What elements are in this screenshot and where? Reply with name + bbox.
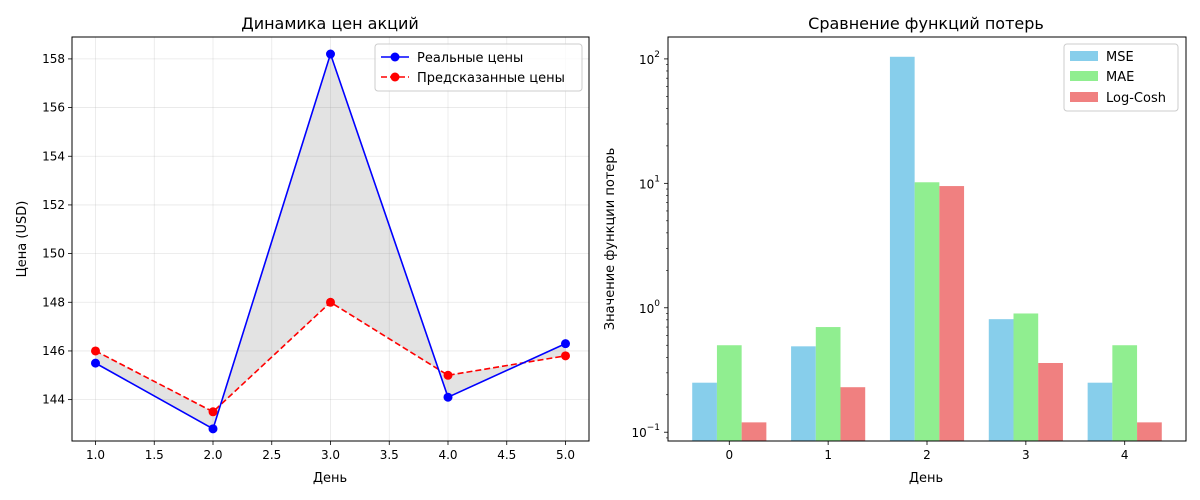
legend-marker-predicted bbox=[390, 72, 400, 82]
chart1-fill-between bbox=[95, 54, 566, 429]
chart2-x-tick-label: 1 bbox=[824, 448, 832, 462]
legend-label-logcosh: Log-Cosh bbox=[1106, 91, 1166, 106]
chart1-y-tick-label: 148 bbox=[42, 295, 65, 309]
chart2-x-tick-label: 0 bbox=[725, 448, 733, 462]
legend-swatch-mse bbox=[1070, 51, 1098, 61]
chart2-bars-group bbox=[692, 56, 1162, 442]
chart1-grid bbox=[72, 37, 589, 441]
chart2-y-tick-exponent: 0 bbox=[654, 299, 660, 309]
chart1-x-tick-label: 4.5 bbox=[497, 448, 516, 462]
chart1-y-tick-label: 152 bbox=[42, 198, 65, 212]
chart1-y-tick-label: 150 bbox=[42, 247, 65, 261]
bar-mae bbox=[1013, 313, 1039, 441]
chart1-point-predicted bbox=[443, 370, 453, 380]
bar-mse bbox=[692, 382, 717, 441]
chart1-x-tick-label: 5.0 bbox=[556, 448, 575, 462]
chart1-x-axis-label: День bbox=[313, 471, 347, 486]
chart1-series-group bbox=[91, 49, 570, 434]
chart2-y-tick-label: 10−1 bbox=[631, 423, 660, 440]
chart2-y-tick-label: 101 bbox=[639, 174, 660, 191]
chart1-y-tick-label: 144 bbox=[42, 393, 65, 407]
bar-logcosh bbox=[840, 387, 866, 441]
price-line-chart: Динамика цен акций 1.0 1.5 2.0 2.5 3.0 3.5 4.0… bbox=[15, 14, 590, 486]
chart1-point-real bbox=[91, 358, 100, 368]
chart2-x-ticks: 0 1 2 3 4 bbox=[725, 441, 1129, 462]
chart2-x-tick-label: 3 bbox=[1022, 448, 1030, 462]
chart1-y-axis-label: Цена (USD) bbox=[15, 201, 30, 278]
bar-mse bbox=[889, 56, 915, 441]
bar-logcosh bbox=[741, 422, 767, 441]
chart1-point-predicted bbox=[208, 407, 218, 417]
chart1-x-tick-label: 3.0 bbox=[321, 448, 340, 462]
chart1-x-tick-label: 2.5 bbox=[262, 448, 281, 462]
legend-label-real: Реальные цены bbox=[417, 51, 523, 66]
chart2-y-tick-exponent: 1 bbox=[654, 174, 660, 184]
legend-label-predicted: Предсказанные цены bbox=[417, 71, 565, 86]
chart1-title: Динамика цен акций bbox=[241, 14, 419, 33]
bar-mse bbox=[1087, 382, 1113, 441]
chart2-y-tick-base: 10 bbox=[639, 302, 654, 316]
chart2-y-tick-label: 102 bbox=[639, 50, 660, 67]
chart1-point-real bbox=[443, 392, 453, 402]
chart1-y-tick-label: 156 bbox=[42, 101, 65, 115]
chart1-y-ticks: 144 146 148 150 152 154 156 158 bbox=[42, 52, 72, 407]
chart1-y-tick-label: 158 bbox=[42, 52, 65, 66]
chart1-legend-box bbox=[374, 43, 583, 92]
bar-logcosh bbox=[939, 186, 965, 441]
chart2-title: Сравнение функций потерь bbox=[808, 14, 1044, 33]
bar-mae bbox=[914, 182, 940, 442]
legend-label-mae: MAE bbox=[1106, 70, 1134, 85]
bar-logcosh bbox=[1137, 422, 1162, 441]
chart2-legend: MSE MAE Log-Cosh bbox=[1063, 43, 1179, 112]
chart2-y-tick-base: 10 bbox=[639, 177, 654, 191]
chart1-point-predicted bbox=[326, 297, 335, 307]
chart1-x-tick-label: 1.5 bbox=[145, 448, 164, 462]
chart1-point-real bbox=[561, 339, 570, 349]
chart1-x-tick-label: 4.0 bbox=[438, 448, 457, 462]
chart2-y-tick-label: 100 bbox=[639, 299, 660, 316]
legend-swatch-mae bbox=[1070, 71, 1098, 81]
chart1-point-real bbox=[326, 49, 335, 59]
chart1-point-predicted bbox=[561, 351, 570, 361]
chart2-y-axis-label: Значение функции потерь bbox=[603, 148, 618, 331]
legend-swatch-logcosh bbox=[1070, 92, 1098, 102]
legend-label-mse: MSE bbox=[1106, 50, 1134, 65]
bar-mae bbox=[815, 327, 841, 441]
bar-mse bbox=[988, 319, 1014, 441]
chart1-fill-area bbox=[95, 54, 566, 429]
chart1-x-tick-label: 3.5 bbox=[380, 448, 399, 462]
chart1-x-tick-label: 2.0 bbox=[203, 448, 222, 462]
bar-mae bbox=[716, 345, 742, 441]
chart2-y-tick-exponent: −1 bbox=[647, 423, 660, 433]
chart2-y-tick-exponent: 2 bbox=[654, 50, 660, 60]
chart1-y-tick-label: 146 bbox=[42, 344, 65, 358]
chart2-x-tick-label: 4 bbox=[1121, 448, 1129, 462]
chart2-x-tick-label: 2 bbox=[923, 448, 931, 462]
chart1-x-ticks: 1.0 1.5 2.0 2.5 3.0 3.5 4.0 4.5 5.0 bbox=[86, 441, 575, 462]
chart2-y-tick-base: 10 bbox=[639, 53, 654, 67]
chart1-point-predicted bbox=[91, 346, 100, 356]
chart1-x-tick-label: 1.0 bbox=[86, 448, 105, 462]
bar-logcosh bbox=[1038, 362, 1063, 441]
bar-mse bbox=[791, 346, 816, 441]
chart1-point-real bbox=[208, 424, 218, 434]
chart2-x-axis-label: День bbox=[909, 471, 943, 486]
bar-mae bbox=[1112, 345, 1138, 441]
chart1-legend: Реальные цены Предсказанные цены bbox=[374, 43, 583, 92]
chart1-y-tick-label: 154 bbox=[42, 149, 65, 163]
chart2-y-tick-base: 10 bbox=[631, 426, 646, 440]
legend-marker-real bbox=[390, 52, 400, 62]
